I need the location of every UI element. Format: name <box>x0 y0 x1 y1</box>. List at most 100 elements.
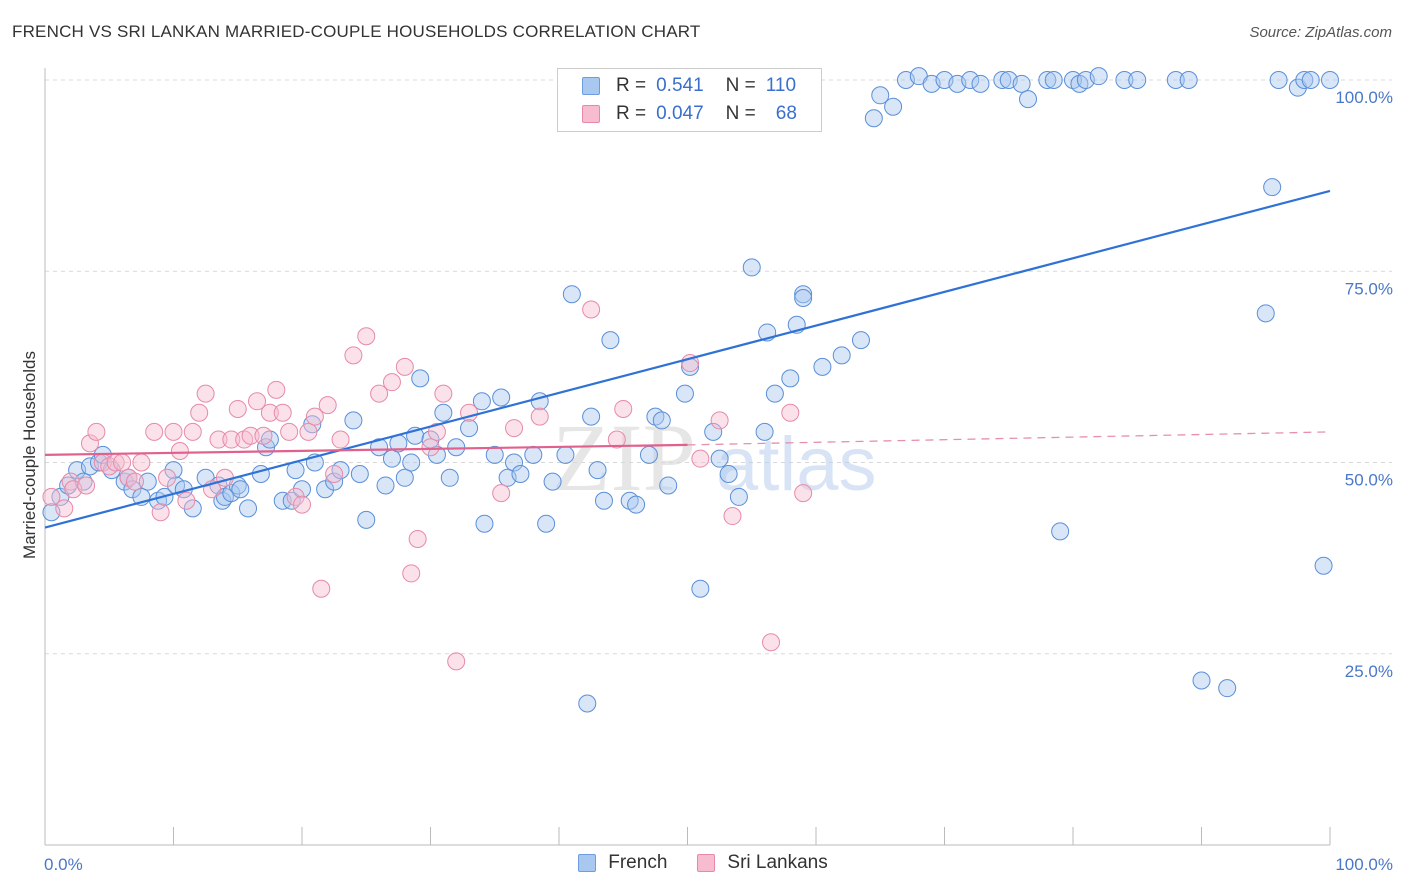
french-point <box>1038 71 1057 89</box>
french-point <box>1192 671 1211 690</box>
french-swatch <box>582 77 600 95</box>
sri-lankans-point <box>267 380 286 399</box>
french-point <box>627 495 646 514</box>
french-point <box>251 464 270 483</box>
french-point <box>1089 67 1108 86</box>
sri-lankans-point <box>691 449 710 468</box>
sri-lankans-point <box>723 507 742 526</box>
french-point <box>1115 71 1134 89</box>
y-tick-label: 100.0% <box>1335 88 1393 107</box>
y-tick-label: 25.0% <box>1345 662 1393 681</box>
legend-row-french: R = 0.541 N = 110 <box>582 73 796 99</box>
french-point <box>639 445 658 464</box>
french-point <box>183 499 202 518</box>
french-point <box>460 419 479 438</box>
french-point <box>164 461 183 480</box>
french-point <box>325 472 344 491</box>
r-value: 0.047 <box>656 103 704 124</box>
french-point <box>1295 71 1314 89</box>
r-value: 0.541 <box>656 75 704 96</box>
french-point <box>884 97 903 116</box>
french-trend-line <box>44 189 1331 529</box>
french-point <box>511 464 530 483</box>
french-point <box>1263 178 1282 197</box>
sri-lankans-point <box>434 384 453 403</box>
french-point <box>961 71 980 89</box>
sri-lankans-point <box>280 422 299 441</box>
sri-lankans-trend-extension <box>687 431 1331 446</box>
sri-lankans-point <box>382 373 401 392</box>
sri-lankans-point <box>305 407 324 426</box>
sri-lankans-point <box>196 384 215 403</box>
sri-lankans-point <box>794 484 813 503</box>
sri-lankans-point <box>492 484 511 503</box>
french-point <box>543 472 562 491</box>
sri-lankans-point <box>325 464 344 483</box>
sri-lankans-point <box>614 399 633 418</box>
sri-lankans-point <box>241 426 260 445</box>
sri-lankans-point <box>312 579 331 598</box>
french-point <box>505 453 524 472</box>
french-point <box>729 487 748 506</box>
french-point <box>434 403 453 422</box>
sri-lankans-point <box>260 403 279 422</box>
sri-lankans-point <box>209 430 228 449</box>
french-point <box>1314 556 1333 575</box>
french-point <box>427 445 446 464</box>
french-point <box>411 369 430 388</box>
sri-lankans-point <box>158 468 177 487</box>
watermark-atlas: atlas <box>716 422 877 507</box>
french-point <box>704 422 723 441</box>
french-point <box>222 484 241 503</box>
sri-lankans-point <box>421 438 440 457</box>
french-point <box>239 499 258 518</box>
french-point <box>601 331 620 350</box>
sri-lankans-point <box>607 430 626 449</box>
french-point <box>578 694 597 713</box>
french-point <box>659 476 678 495</box>
french-point <box>1044 71 1063 89</box>
sri-lankans-point <box>447 652 466 671</box>
french-point <box>231 480 250 499</box>
sri-lankans-point <box>222 430 241 449</box>
french-point <box>344 411 363 430</box>
sri-lankans-point <box>77 476 96 495</box>
legend-item-sri-lankans[interactable]: Sri Lankans <box>697 852 828 874</box>
sri-lankans-point <box>582 300 601 319</box>
sri-lankans-point <box>273 403 292 422</box>
french-point <box>594 491 613 510</box>
french-point <box>357 510 376 529</box>
sri-lankans-point <box>370 384 389 403</box>
sri-lankans-point <box>164 422 183 441</box>
sri-lankans-point <box>125 472 144 491</box>
french-point <box>472 392 491 411</box>
sri-lankans-legend-label: Sri Lankans <box>727 852 828 873</box>
french-point <box>1301 71 1320 89</box>
french-point <box>1128 71 1147 89</box>
french-point <box>537 514 556 533</box>
legend-item-french[interactable]: French <box>578 852 667 874</box>
n-label: N = <box>725 75 756 96</box>
sri-lankans-legend-swatch <box>697 854 716 872</box>
x-tick-label: 100.0% <box>1335 855 1393 874</box>
grid-lines <box>45 79 1392 655</box>
french-point <box>475 514 494 533</box>
sri-lankans-point <box>113 453 132 472</box>
sri-lankans-point <box>395 357 414 376</box>
sri-lankans-point <box>781 403 800 422</box>
sri-lankans-point <box>42 487 61 506</box>
sri-lankans-point <box>183 422 202 441</box>
french-point <box>1019 90 1038 109</box>
french-point <box>376 476 395 495</box>
sri-lankans-point <box>505 419 524 438</box>
trend-lines <box>44 189 1331 529</box>
french-point <box>1218 679 1237 698</box>
french-point <box>370 438 389 457</box>
french-legend-swatch <box>578 854 597 872</box>
french-point <box>1321 71 1339 89</box>
french-point <box>1012 74 1031 93</box>
tick-labels: 25.0% 50.0% 75.0% 100.0% 0.0% 100.0% <box>44 88 1393 874</box>
french-point <box>1051 522 1070 541</box>
n-label: N = <box>725 103 756 124</box>
